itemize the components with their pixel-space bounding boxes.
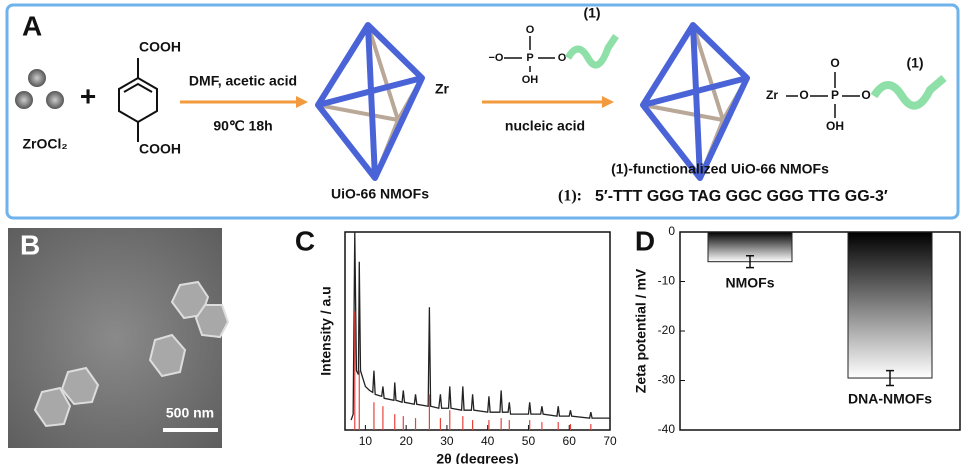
- sequence: 5′-TTT GGG TAG GGC GGG TTG GG-3′: [595, 188, 888, 205]
- atom: −O: [489, 52, 504, 64]
- arrow: [180, 96, 308, 108]
- category-label: DNA-NMOFs: [848, 391, 932, 407]
- spectrum: [350, 231, 610, 421]
- y-axis-label: Zeta potential / mV: [633, 268, 649, 393]
- y-axis-label: Intensity / a.u: [318, 286, 334, 375]
- atom: Zr: [766, 88, 778, 102]
- bonds: [504, 36, 555, 72]
- panel-label: A: [22, 10, 42, 41]
- x-tick-label: 10: [359, 434, 373, 448]
- y-tick-label: -10: [658, 274, 676, 288]
- bonds: [786, 72, 860, 118]
- panel-label: B: [20, 229, 40, 260]
- acid-group: COOH: [139, 141, 181, 157]
- atom: Zr: [435, 81, 450, 97]
- atom: O: [526, 24, 535, 36]
- error-bar: [746, 255, 754, 269]
- panel-label: C: [295, 225, 315, 256]
- arrow: [482, 96, 614, 108]
- x-tick-label: 70: [603, 434, 617, 448]
- y-tick-label: 0: [668, 224, 675, 238]
- atom: O: [799, 88, 808, 102]
- reagent: ZrOCl₂: [22, 136, 67, 152]
- y-tick-label: -20: [658, 323, 676, 337]
- tag: (1): [906, 55, 923, 71]
- nucleic-strand: [870, 74, 947, 110]
- octahedron: [315, 22, 425, 181]
- x-tick-label: 50: [522, 434, 536, 448]
- octahedron: [640, 22, 750, 181]
- error-bar: [886, 369, 894, 387]
- atom: O: [830, 56, 839, 70]
- x-tick-label: 60: [563, 434, 577, 448]
- plot-frame: [344, 231, 611, 431]
- scale-label: 500 nm: [166, 405, 214, 421]
- y-tick-label: -40: [658, 422, 676, 436]
- product: (1)-functionalized UiO-66 NMOFs: [611, 161, 829, 177]
- particles: [33, 280, 230, 428]
- atom: OH: [522, 74, 539, 86]
- atom: O: [558, 52, 567, 64]
- condition: 90℃ 18h: [213, 118, 272, 134]
- y-tick-label: -30: [658, 373, 676, 387]
- panel-label: D: [635, 225, 655, 256]
- nucleic-strand: [564, 34, 619, 69]
- atom: P: [526, 52, 533, 64]
- x-axis-label: 2θ (degrees): [436, 451, 518, 464]
- acid-group: COOH: [139, 39, 181, 55]
- category-label: NMOFs: [726, 274, 775, 290]
- x-tick-label: 30: [440, 434, 454, 448]
- bar: [847, 231, 933, 379]
- condition: DMF, acetic acid: [189, 73, 297, 89]
- atom: O: [861, 88, 870, 102]
- panel-a-frame: [5, 3, 960, 220]
- tag: (1): [583, 5, 600, 21]
- sequence-tag: (1):: [558, 188, 582, 205]
- x-tick-label: 40: [481, 434, 495, 448]
- benzene: [118, 58, 158, 142]
- product: UiO-66 NMOFs: [331, 186, 429, 202]
- spheres: [15, 69, 64, 109]
- x-tick-label: 20: [399, 434, 413, 448]
- plus: +: [80, 80, 96, 111]
- atom: P: [831, 88, 839, 102]
- atom: OH: [826, 119, 844, 133]
- condition: nucleic acid: [505, 118, 585, 134]
